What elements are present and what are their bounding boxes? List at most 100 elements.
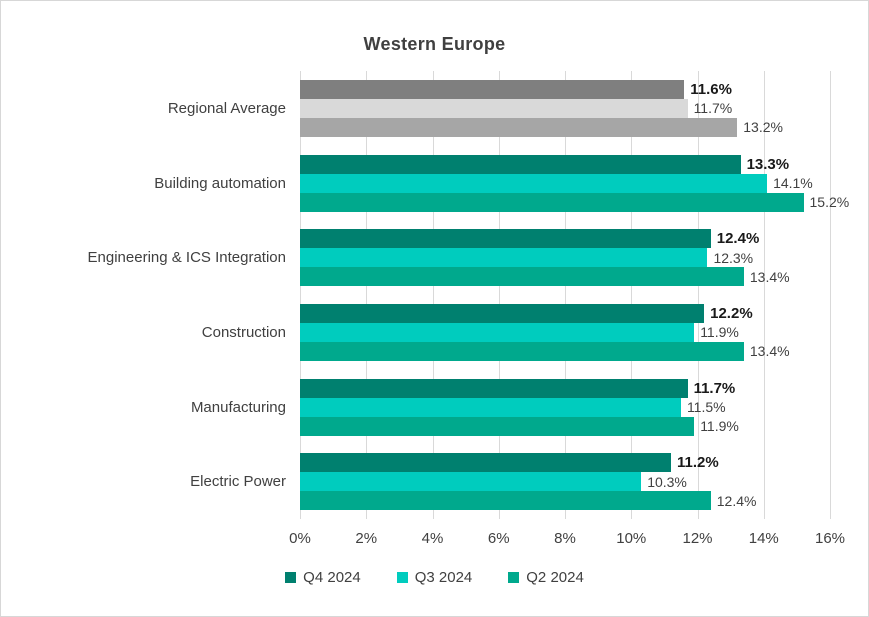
bar-value-label: 10.3%: [647, 473, 687, 490]
bar-q2-2024: [300, 192, 804, 212]
bar-value-label: 15.2%: [809, 194, 850, 210]
category-label: Regional Average: [167, 99, 286, 117]
bar-line: 12.2%: [300, 303, 830, 323]
gridline: [763, 71, 765, 519]
bar-group-building-automation: 13.3% 14.1% 15.2%: [300, 146, 849, 221]
bar-value-label: 13.4%: [749, 343, 790, 360]
bar-value-label: 13.2%: [743, 119, 783, 136]
legend-swatch: [285, 572, 297, 583]
x-axis-tick-label: 6%: [487, 530, 510, 547]
bar-q3-2024: [300, 173, 768, 193]
legend-item-q3-2024: Q3 2024: [396, 569, 473, 586]
bar-value-label: 12.2%: [710, 304, 753, 322]
x-axis-tick-label: 2%: [355, 530, 378, 547]
gridline: [498, 71, 500, 519]
legend: Q4 2024 Q3 2024 Q2 2024: [1, 569, 868, 586]
bar-value-label: 11.2%: [677, 454, 719, 472]
bar-group-construction: 12.2% 11.9% 13.4%: [300, 295, 830, 370]
bar-line: 13.2%: [300, 117, 830, 137]
gridline: [631, 71, 633, 519]
bar-line: 13.3%: [300, 154, 830, 174]
bar-q4-2024: [300, 79, 685, 99]
category-label: Manufacturing: [190, 398, 286, 416]
bar-group-manufacturing: 11.7% 11.5% 11.9%: [300, 370, 830, 445]
plot-area: 11.6% 11.7% 13.2% 13.3% 14.1% 15.2% 12.4% 12.3%…: [300, 71, 849, 519]
gridline: [300, 71, 301, 519]
bar-q4-2024: [300, 154, 741, 174]
category-label: Construction: [201, 323, 286, 341]
bar-value-label: 12.4%: [716, 230, 760, 248]
legend-label: Q3 2024: [414, 569, 473, 586]
bar-q2-2024: [300, 491, 711, 511]
bar-q2-2024: [300, 267, 744, 287]
bar-value-label: 11.6%: [690, 80, 732, 98]
legend-swatch: [508, 572, 520, 583]
chart-title: Western Europe: [363, 34, 506, 54]
bar-line: 15.2%: [300, 192, 849, 212]
bar-value-label: 11.7%: [693, 100, 733, 117]
legend-label: Q4 2024: [303, 569, 361, 586]
bar-line: 14.1%: [300, 173, 830, 193]
bar-q2-2024: [300, 416, 695, 436]
bar-value-label: 12.3%: [713, 249, 754, 266]
bar-value-label: 11.5%: [686, 399, 726, 416]
bar-line: 12.4%: [300, 491, 830, 511]
bar-line: 10.3%: [300, 472, 830, 492]
bar-line: 11.9%: [300, 322, 830, 342]
bar-line: 13.4%: [300, 341, 830, 361]
bar-line: 11.2%: [300, 453, 830, 473]
gridline: [366, 71, 368, 519]
bar-q3-2024: [300, 248, 708, 268]
bar-value-label: 13.3%: [746, 155, 790, 173]
gridline: [830, 71, 831, 519]
bar-q4-2024: [300, 303, 705, 323]
x-axis-tick-label: 10%: [616, 530, 647, 547]
bar-value-label: 11.9%: [700, 418, 739, 435]
legend-item-q4-2024: Q4 2024: [285, 569, 361, 586]
x-axis-tick-label: 12%: [682, 530, 713, 547]
bar-line: 11.6%: [300, 79, 830, 99]
bar-value-label: 11.9%: [700, 324, 739, 341]
gridline: [432, 71, 434, 519]
legend-label: Q2 2024: [526, 569, 584, 586]
x-axis-tick-label: 16%: [814, 530, 846, 547]
gridline: [697, 71, 699, 519]
bar-line: 11.9%: [300, 416, 830, 436]
category-label: Electric Power: [190, 473, 286, 491]
bar-q3-2024: [300, 322, 695, 342]
category-label: Building automation: [154, 174, 286, 192]
bar-value-label: 13.4%: [749, 268, 790, 285]
legend-item-q2-2024: Q2 2024: [508, 569, 584, 586]
gridline: [565, 71, 566, 519]
bar-q3-2024: [300, 98, 688, 118]
bar-q4-2024: [300, 453, 671, 473]
bar-q2-2024: [300, 341, 744, 361]
bar-line: 12.3%: [300, 248, 830, 268]
bar-rows: 11.6% 11.7% 13.2% 13.3% 14.1% 15.2% 12.4% 12.3%…: [300, 71, 849, 519]
legend-swatch: [396, 572, 408, 583]
category-labels: Regional Average Building automation Engin…: [1, 71, 286, 519]
bar-line: 11.7%: [300, 98, 830, 118]
bar-line: 11.7%: [300, 378, 830, 398]
bar-q4-2024: [300, 378, 688, 398]
category-label: Engineering & ICS Integration: [87, 249, 286, 267]
bar-q3-2024: [300, 397, 681, 417]
bar-group-electric-power: 11.2% 10.3% 12.4%: [300, 444, 830, 519]
x-axis-tick-label: 0%: [289, 530, 311, 547]
bar-value-label: 14.1%: [773, 175, 813, 191]
bar-value-label: 12.4%: [716, 492, 757, 509]
x-axis: 0% 2% 4% 6% 8% 10% 12% 14% 16%: [289, 530, 845, 552]
bar-q4-2024: [300, 229, 711, 249]
bar-value-label: 11.7%: [693, 379, 736, 397]
bar-line: 13.4%: [300, 267, 830, 287]
bar-group-regional-average: 11.6% 11.7% 13.2%: [300, 71, 830, 146]
bar-line: 11.5%: [300, 397, 830, 417]
bar-q3-2024: [300, 472, 642, 492]
x-axis-tick-label: 8%: [554, 530, 576, 547]
bar-line: 12.4%: [300, 229, 830, 249]
bar-group-engineering-&-ics-integration: 12.4% 12.3% 13.4%: [300, 220, 830, 295]
x-axis-tick-label: 14%: [748, 530, 779, 547]
bar-q2-2024: [300, 117, 738, 137]
x-axis-tick-label: 4%: [421, 530, 444, 547]
